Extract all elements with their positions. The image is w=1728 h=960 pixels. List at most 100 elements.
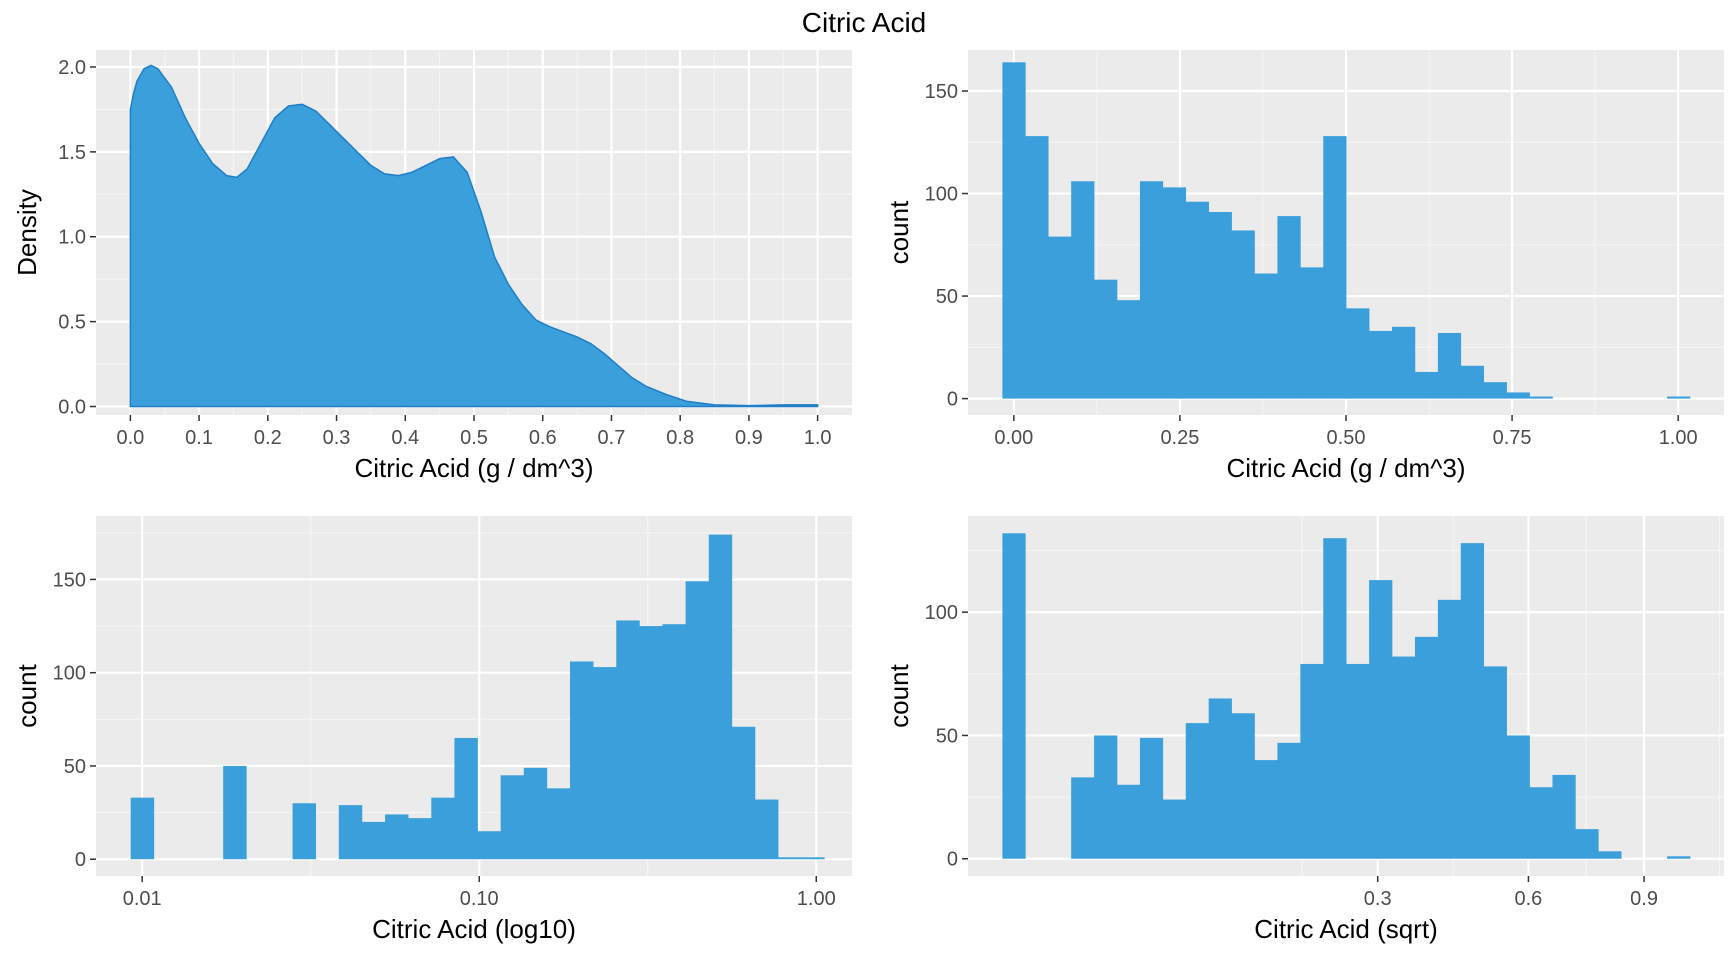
histogram-bar bbox=[1162, 187, 1187, 399]
histogram-bar bbox=[1369, 580, 1393, 859]
histogram-bar bbox=[1437, 332, 1462, 399]
histogram-bar bbox=[338, 805, 363, 860]
histogram-bar bbox=[778, 857, 802, 860]
histogram-bar bbox=[1598, 851, 1622, 859]
figure-title: Citric Acid bbox=[802, 7, 926, 38]
histogram-bar bbox=[1323, 538, 1347, 859]
histogram-bar bbox=[1117, 300, 1141, 399]
histogram-bar bbox=[1346, 663, 1370, 859]
histogram-bar bbox=[1506, 735, 1530, 859]
histogram-bar bbox=[1300, 663, 1324, 859]
histogram-bar bbox=[570, 661, 594, 860]
histogram-bar bbox=[1139, 737, 1164, 859]
histogram-bar bbox=[1254, 273, 1278, 399]
y-tick-label: 2.0 bbox=[58, 57, 86, 79]
histogram-bar bbox=[1208, 698, 1232, 859]
x-tick-label: 0.7 bbox=[598, 427, 626, 449]
y-tick-label: 0.0 bbox=[58, 397, 86, 419]
histogram-bar bbox=[1277, 216, 1301, 399]
histogram-bar bbox=[431, 797, 455, 860]
histogram-bar bbox=[1254, 760, 1278, 859]
y-tick-label: 50 bbox=[936, 286, 958, 308]
histogram-bar bbox=[1185, 201, 1209, 399]
x-axis-label: Citric Acid (sqrt) bbox=[1254, 914, 1437, 944]
y-tick-label: 100 bbox=[925, 602, 958, 624]
histogram-bar bbox=[1529, 396, 1553, 399]
histogram-bar bbox=[477, 831, 501, 860]
histogram-bar bbox=[708, 534, 733, 860]
histogram-bar bbox=[223, 765, 247, 860]
histogram-bar bbox=[1667, 856, 1691, 859]
histogram-bar bbox=[1002, 533, 1026, 859]
histogram-bar bbox=[1529, 787, 1553, 859]
x-tick-label: 0.25 bbox=[1160, 427, 1199, 449]
histogram-bar bbox=[1162, 799, 1187, 859]
y-tick-label: 100 bbox=[53, 663, 86, 685]
x-tick-label: 0.9 bbox=[735, 427, 763, 449]
histogram-bar bbox=[1552, 774, 1576, 859]
histogram-bar bbox=[1437, 599, 1462, 859]
x-tick-label: 0.1 bbox=[185, 427, 213, 449]
x-tick-label: 0.3 bbox=[323, 427, 351, 449]
x-tick-label: 0.6 bbox=[1515, 888, 1543, 910]
histogram-bar bbox=[1025, 136, 1049, 399]
y-tick-label: 1.5 bbox=[58, 142, 86, 164]
y-tick-label: 0.5 bbox=[58, 312, 86, 334]
x-axis-label: Citric Acid (g / dm^3) bbox=[1226, 453, 1465, 483]
histogram-bar bbox=[685, 581, 710, 860]
histogram-bar bbox=[593, 667, 617, 860]
x-tick-label: 0.4 bbox=[391, 427, 419, 449]
y-axis-label: Density bbox=[12, 189, 42, 276]
x-tick-label: 1.00 bbox=[1659, 427, 1698, 449]
histogram-bar bbox=[1346, 308, 1370, 399]
histogram-bar bbox=[731, 726, 756, 860]
histogram-bar bbox=[1117, 784, 1141, 859]
histogram-bar bbox=[385, 814, 409, 860]
histogram-bar bbox=[801, 857, 825, 860]
y-axis-label: count bbox=[12, 663, 42, 727]
y-axis-label: count bbox=[884, 663, 914, 727]
histogram-bar bbox=[408, 818, 432, 860]
histogram-bar bbox=[1483, 382, 1507, 399]
x-tick-label: 0.50 bbox=[1327, 427, 1366, 449]
histogram-bar bbox=[1139, 181, 1164, 399]
histogram-bar bbox=[616, 620, 640, 860]
histogram-log10-panel: 0 50 100 150 0.01 0.10 1.00 Citric Acid (log10)… bbox=[12, 516, 852, 944]
histogram-bar bbox=[361, 821, 386, 860]
y-tick-label: 1.0 bbox=[58, 227, 86, 249]
histogram-bar bbox=[1414, 636, 1439, 859]
histogram-bar bbox=[1506, 392, 1530, 399]
density-area bbox=[129, 64, 819, 408]
y-tick-label: 150 bbox=[925, 81, 958, 103]
histogram-bar bbox=[1185, 723, 1209, 859]
histogram-bar bbox=[1369, 330, 1393, 399]
histogram-bar bbox=[292, 803, 316, 860]
x-tick-label: 0.2 bbox=[254, 427, 282, 449]
x-tick-label: 0.75 bbox=[1493, 427, 1532, 449]
histogram-bar bbox=[1002, 62, 1026, 399]
histogram-bar bbox=[1094, 279, 1118, 399]
histogram-bar bbox=[454, 737, 478, 860]
x-tick-label: 0.9 bbox=[1630, 888, 1658, 910]
density-plot-panel: 0.0 0.5 1.0 1.5 2.0 0.0 0.1 0.2 0.3 0.4 0.5 0.6 0.7 0… bbox=[12, 50, 852, 483]
histogram-bar bbox=[1460, 543, 1485, 859]
y-tick-label: 0 bbox=[75, 849, 86, 871]
histogram-bar bbox=[500, 775, 525, 860]
histogram-bar bbox=[662, 624, 686, 860]
histogram-bar bbox=[1231, 713, 1255, 859]
x-tick-label: 0.8 bbox=[666, 427, 694, 449]
y-tick-label: 50 bbox=[936, 725, 958, 747]
histogram-bar bbox=[1323, 136, 1347, 399]
x-tick-label: 0.5 bbox=[460, 427, 488, 449]
histogram-bar bbox=[754, 799, 779, 860]
histogram-bar bbox=[639, 626, 663, 860]
x-tick-label: 0.10 bbox=[460, 888, 499, 910]
histogram-bar bbox=[523, 767, 548, 860]
histogram-bar bbox=[1392, 656, 1416, 859]
x-axis-label: Citric Acid (log10) bbox=[372, 914, 576, 944]
histogram-bar bbox=[1575, 829, 1599, 859]
histogram-bar bbox=[130, 797, 155, 860]
y-tick-label: 50 bbox=[64, 756, 86, 778]
x-axis-label: Citric Acid (g / dm^3) bbox=[354, 453, 593, 483]
